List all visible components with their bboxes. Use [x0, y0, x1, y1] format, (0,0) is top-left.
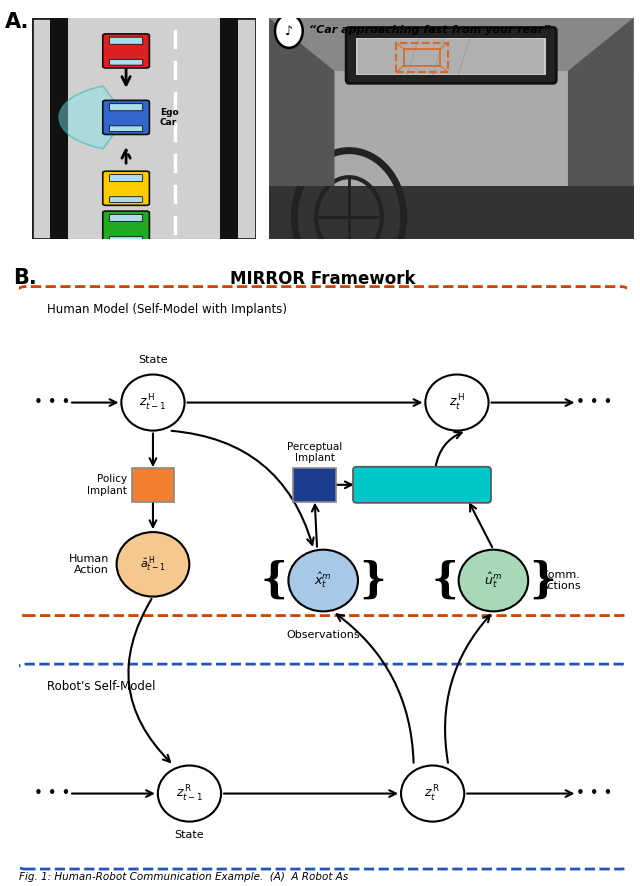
- FancyBboxPatch shape: [132, 468, 174, 501]
- Text: B.: B.: [13, 268, 37, 288]
- FancyBboxPatch shape: [109, 237, 143, 243]
- Text: $\hat{u}^m_t$: $\hat{u}^m_t$: [484, 571, 502, 590]
- FancyBboxPatch shape: [109, 37, 143, 44]
- Wedge shape: [59, 86, 126, 149]
- Text: Observations: Observations: [286, 630, 360, 641]
- FancyBboxPatch shape: [346, 27, 556, 83]
- FancyBboxPatch shape: [109, 197, 143, 203]
- FancyBboxPatch shape: [103, 211, 149, 245]
- Circle shape: [401, 766, 464, 821]
- FancyBboxPatch shape: [50, 18, 68, 239]
- Text: State: State: [138, 354, 168, 365]
- Text: Human Model (Self-Model with Implants): Human Model (Self-Model with Implants): [47, 303, 287, 315]
- Circle shape: [116, 532, 189, 596]
- FancyBboxPatch shape: [103, 100, 149, 135]
- FancyBboxPatch shape: [269, 18, 634, 239]
- FancyBboxPatch shape: [103, 34, 149, 68]
- FancyBboxPatch shape: [32, 18, 256, 239]
- Text: $z^{\,\mathrm{R}}_{t}$: $z^{\,\mathrm{R}}_{t}$: [424, 783, 441, 804]
- FancyBboxPatch shape: [220, 18, 238, 239]
- Polygon shape: [568, 18, 634, 186]
- Text: • • •: • • •: [575, 395, 612, 410]
- Text: Ego
Car: Ego Car: [160, 108, 179, 127]
- Circle shape: [275, 14, 303, 48]
- FancyBboxPatch shape: [109, 59, 143, 66]
- Text: • • •: • • •: [575, 786, 612, 801]
- Text: Robot's Self-Model: Robot's Self-Model: [47, 680, 155, 693]
- Text: A.: A.: [5, 12, 29, 32]
- Text: Human
Action: Human Action: [68, 554, 109, 575]
- Text: Policy
Implant: Policy Implant: [87, 474, 127, 495]
- Text: MIRROR Framework: MIRROR Framework: [230, 270, 416, 289]
- Circle shape: [459, 549, 528, 611]
- Circle shape: [426, 375, 488, 431]
- Text: Comm.
Actions: Comm. Actions: [541, 570, 581, 591]
- FancyBboxPatch shape: [109, 126, 143, 132]
- Text: $\hat{x}^m_t$: $\hat{x}^m_t$: [314, 571, 332, 590]
- FancyBboxPatch shape: [358, 39, 544, 74]
- Text: }: }: [359, 560, 385, 602]
- Text: $z^{\,\mathrm{H}}_{t}$: $z^{\,\mathrm{H}}_{t}$: [449, 392, 465, 413]
- Circle shape: [122, 375, 184, 431]
- Text: }: }: [529, 560, 556, 602]
- Text: Fig. 1: Human-Robot Communication Example.  (A)  A Robot As: Fig. 1: Human-Robot Communication Exampl…: [19, 872, 348, 882]
- FancyBboxPatch shape: [269, 186, 634, 239]
- FancyBboxPatch shape: [353, 467, 491, 503]
- Circle shape: [158, 766, 221, 821]
- Text: ♪: ♪: [285, 25, 293, 37]
- FancyBboxPatch shape: [103, 171, 149, 206]
- FancyBboxPatch shape: [68, 18, 220, 239]
- FancyBboxPatch shape: [293, 468, 336, 501]
- Text: “Car approaching fast from your rear”: “Car approaching fast from your rear”: [309, 25, 550, 35]
- Text: • • •: • • •: [35, 786, 71, 801]
- Text: Perceptual
Implant: Perceptual Implant: [287, 442, 342, 463]
- Text: State: State: [175, 829, 204, 840]
- Text: Comm. Overlay: Comm. Overlay: [372, 478, 472, 492]
- FancyBboxPatch shape: [109, 175, 143, 182]
- Text: $\breve{a}^{\,\mathrm{H}}_{t-1}$: $\breve{a}^{\,\mathrm{H}}_{t-1}$: [140, 555, 166, 574]
- Text: {: {: [431, 560, 458, 602]
- Text: $z^{\,\mathrm{H}}_{t-1}$: $z^{\,\mathrm{H}}_{t-1}$: [140, 392, 166, 413]
- FancyBboxPatch shape: [269, 18, 634, 71]
- Circle shape: [289, 549, 358, 611]
- FancyBboxPatch shape: [109, 104, 143, 111]
- Polygon shape: [269, 18, 335, 186]
- Text: • • •: • • •: [35, 395, 71, 410]
- Text: $z^{\,\mathrm{R}}_{t-1}$: $z^{\,\mathrm{R}}_{t-1}$: [176, 783, 203, 804]
- FancyBboxPatch shape: [356, 38, 546, 75]
- Text: {: {: [261, 560, 287, 602]
- FancyBboxPatch shape: [109, 214, 143, 222]
